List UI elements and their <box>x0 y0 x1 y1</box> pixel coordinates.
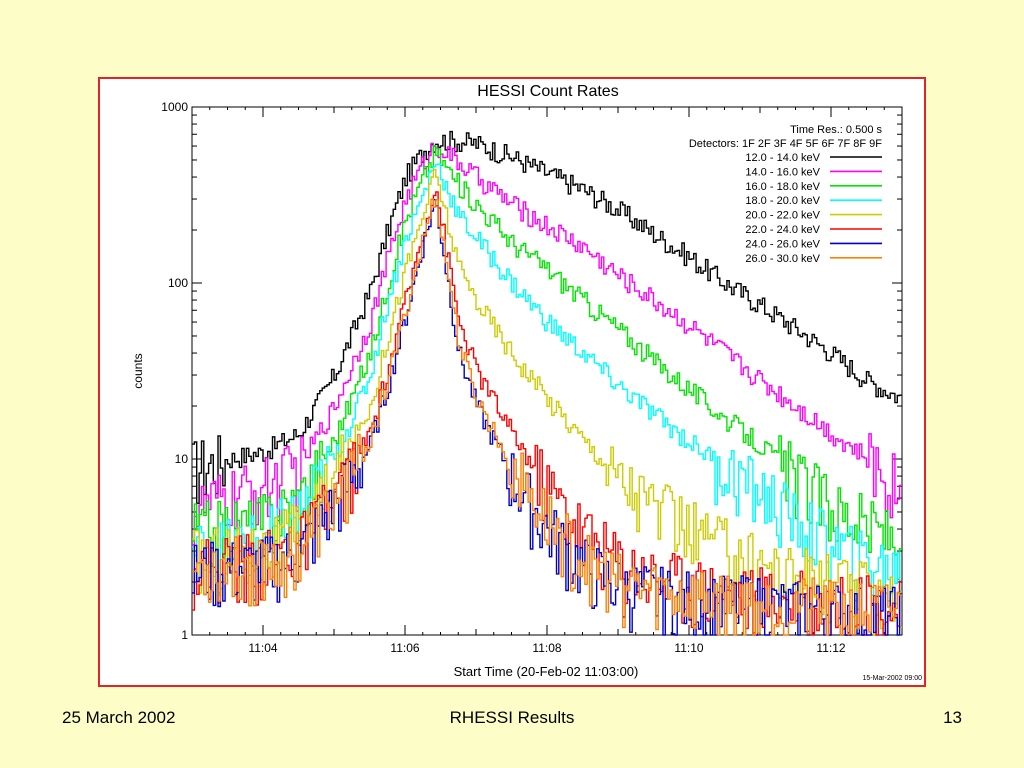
footer-date: 25 March 2002 <box>62 708 176 727</box>
x-tick-label: 11:10 <box>674 641 703 655</box>
y-tick-label: 10 <box>175 452 189 466</box>
series-line <box>192 145 902 580</box>
x-tick-label: 11:08 <box>532 641 561 655</box>
legend-label: 20.0 - 22.0 keV <box>745 210 820 222</box>
series-lines <box>192 130 902 636</box>
y-axis-label: counts <box>131 353 145 388</box>
x-tick-label: 11:12 <box>816 641 845 655</box>
y-tick-label: 1 <box>181 628 188 642</box>
chart-title: HESSI Count Rates <box>477 83 618 100</box>
x-tick-label: 11:06 <box>390 641 419 655</box>
page-number: 13 <box>943 708 962 727</box>
count-rate-chart: 1 10 100 1000 11:04 11:06 11:08 11:10 11:12 HESS… <box>131 83 922 682</box>
plot-timestamp: 15-Mar-2002 09:00 <box>862 675 922 682</box>
series-line <box>192 142 902 546</box>
detectors-label: Detectors: 1F 2F 3F 4F 5F 6F 7F 8F 9F <box>689 138 882 150</box>
series-line <box>192 130 902 504</box>
legend-label: 22.0 - 24.0 keV <box>745 224 820 236</box>
y-tick-label: 1000 <box>161 100 188 114</box>
y-tick-label: 100 <box>168 276 188 290</box>
x-axis-label: Start Time (20-Feb-02 11:03:00) <box>454 664 639 679</box>
legend: 12.0 - 14.0 keV 14.0 - 16.0 keV 16.0 - 18.… <box>745 152 882 265</box>
legend-label: 18.0 - 20.0 keV <box>745 195 820 207</box>
legend-label: 12.0 - 14.0 keV <box>745 152 820 164</box>
series-line <box>192 198 902 636</box>
x-tick-label: 11:04 <box>248 641 277 655</box>
time-resolution-label: Time Res.: 0.500 s <box>790 124 882 136</box>
chart-frame: 1 10 100 1000 11:04 11:06 11:08 11:10 11:12 HESS… <box>98 77 926 687</box>
footer-title: RHESSI Results <box>449 708 575 727</box>
series-line <box>192 163 902 602</box>
legend-label: 24.0 - 26.0 keV <box>745 238 820 250</box>
legend-label: 26.0 - 30.0 keV <box>745 253 820 265</box>
legend-label: 16.0 - 18.0 keV <box>745 181 820 193</box>
legend-label: 14.0 - 16.0 keV <box>745 166 820 178</box>
